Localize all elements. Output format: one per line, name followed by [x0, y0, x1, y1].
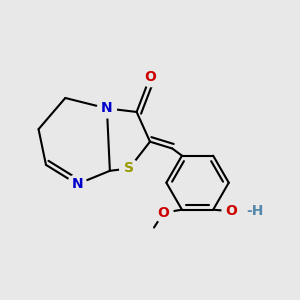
- Circle shape: [98, 99, 116, 118]
- Circle shape: [140, 68, 160, 87]
- Circle shape: [154, 203, 173, 222]
- Circle shape: [222, 202, 241, 221]
- Circle shape: [120, 159, 139, 178]
- Text: N: N: [71, 177, 83, 191]
- Text: N: N: [101, 101, 113, 116]
- Text: O: O: [226, 204, 238, 218]
- Text: S: S: [124, 161, 134, 176]
- Text: O: O: [144, 70, 156, 84]
- Circle shape: [68, 175, 87, 194]
- Text: O: O: [158, 206, 169, 220]
- Text: -H: -H: [246, 204, 263, 218]
